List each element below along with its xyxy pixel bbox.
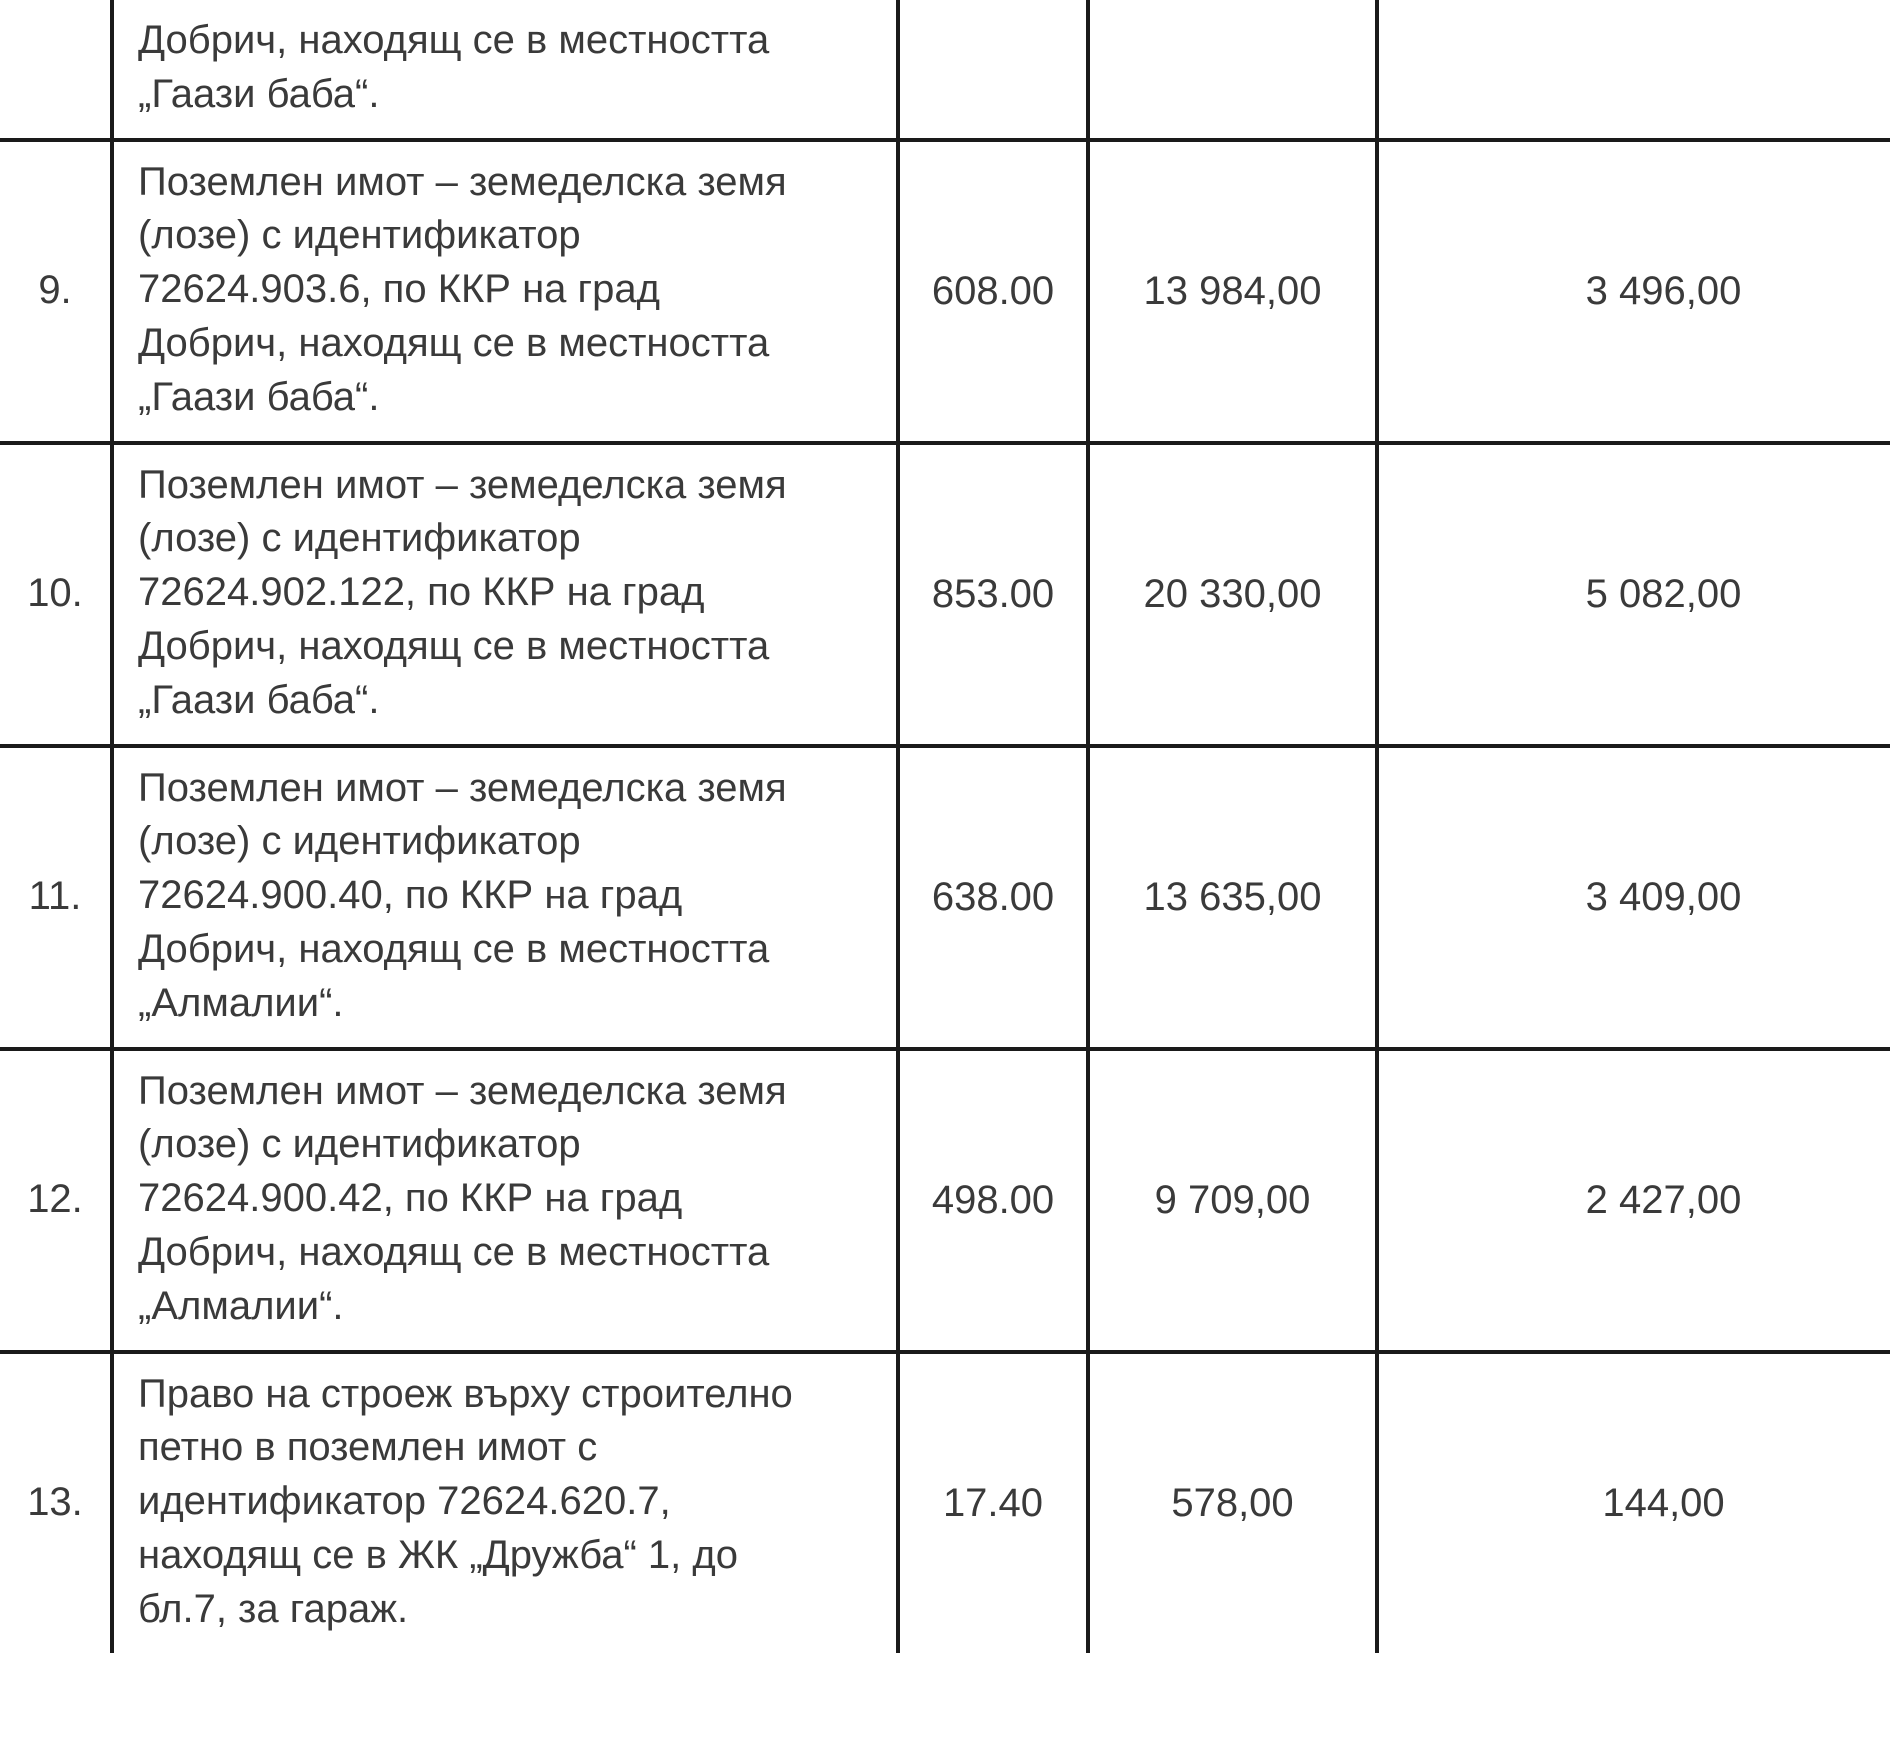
description-line: Добрич, находящ се в местността <box>138 320 770 365</box>
table-row: 10. Поземлен имот – земеделска земя (лозе)… <box>0 440 1890 746</box>
description-line: 72624.903.6, по ККР на град <box>138 267 660 312</box>
description-line: „Гаази баба“. <box>138 677 380 722</box>
value-cell: 20 330,00 <box>1086 440 1377 746</box>
description-line: находящ се в ЖК „Дружба“ 1, до <box>138 1532 738 1577</box>
value-cell: 9 709,00 <box>1086 1046 1377 1352</box>
value-cell: 13 635,00 <box>1086 743 1377 1049</box>
description-line: Добрич, находящ се в местността <box>138 18 770 62</box>
table-body: Добрич, находящ се в местността „Гаази ба… <box>0 0 1890 1653</box>
tax-cell: 144,00 <box>1375 1349 1890 1653</box>
description-line: Право на строеж върху строително <box>138 1371 793 1416</box>
table-row: 12. Поземлен имот – земеделска земя (лозе)… <box>0 1046 1890 1352</box>
property-description-cell: Поземлен имот – земеделска земя (лозе) с … <box>110 1046 898 1352</box>
description-line: 72624.900.42, по ККР на град <box>138 1176 683 1221</box>
property-description-cell: Поземлен имот – земеделска земя (лозе) с … <box>110 440 898 746</box>
tax-cell <box>1375 0 1890 140</box>
description-line: Поземлен имот – земеделска земя <box>138 765 787 810</box>
value-cell: 578,00 <box>1086 1349 1377 1653</box>
description-line: (лозе) с идентификатор <box>138 819 581 864</box>
tax-cell: 3 409,00 <box>1375 743 1890 1049</box>
property-description-cell: Добрич, находящ се в местността „Гаази ба… <box>110 0 898 140</box>
description-line: 72624.902.122, по ККР на град <box>138 570 705 615</box>
property-description-cell: Право на строеж върху строително петно в … <box>110 1349 898 1653</box>
row-number-cell: 9. <box>0 137 112 443</box>
area-cell <box>896 0 1088 140</box>
description-line: (лозе) с идентификатор <box>138 213 581 258</box>
row-number-cell <box>0 0 112 140</box>
row-number-cell: 12. <box>0 1046 112 1352</box>
area-cell: 638.00 <box>896 743 1088 1049</box>
tax-cell: 3 496,00 <box>1375 137 1890 443</box>
table-row: Добрич, находящ се в местността „Гаази ба… <box>0 0 1890 140</box>
value-cell <box>1086 0 1377 140</box>
description-line: Добрич, находящ се в местността <box>138 623 770 668</box>
value-cell: 13 984,00 <box>1086 137 1377 443</box>
description-line: петно в поземлен имот с <box>138 1425 598 1470</box>
tax-cell: 2 427,00 <box>1375 1046 1890 1352</box>
description-line: Поземлен имот – земеделска земя <box>138 1068 787 1113</box>
table-row: 11. Поземлен имот – земеделска земя (лозе)… <box>0 743 1890 1049</box>
row-number-cell: 10. <box>0 440 112 746</box>
area-cell: 853.00 <box>896 440 1088 746</box>
description-line: Добрич, находящ се в местността <box>138 926 770 971</box>
area-cell: 17.40 <box>896 1349 1088 1653</box>
description-line: идентификатор 72624.620.7, <box>138 1479 671 1524</box>
description-line: 72624.900.40, по ККР на град <box>138 873 683 918</box>
description-line: „Алмалии“. <box>138 1283 344 1328</box>
row-number-cell: 13. <box>0 1349 112 1653</box>
area-cell: 498.00 <box>896 1046 1088 1352</box>
property-description-cell: Поземлен имот – земеделска земя (лозе) с … <box>110 137 898 443</box>
table-row: 9. Поземлен имот – земеделска земя (лозе) … <box>0 137 1890 443</box>
description-line: „Гаази баба“. <box>138 374 380 419</box>
property-description-cell: Поземлен имот – земеделска земя (лозе) с … <box>110 743 898 1049</box>
description-line: Поземлен имот – земеделска земя <box>138 462 787 507</box>
description-line: Поземлен имот – земеделска земя <box>138 159 787 204</box>
table-row: 13. Право на строеж върху строително петно… <box>0 1349 1890 1653</box>
tax-cell: 5 082,00 <box>1375 440 1890 746</box>
description-line: „Алмалии“. <box>138 980 344 1025</box>
description-line: (лозе) с идентификатор <box>138 516 581 561</box>
description-line: „Гаази баба“. <box>138 71 380 116</box>
row-number-cell: 11. <box>0 743 112 1049</box>
description-line: (лозе) с идентификатор <box>138 1122 581 1167</box>
description-line: бл.7, за гараж. <box>138 1586 409 1631</box>
area-cell: 608.00 <box>896 137 1088 443</box>
property-table: Добрич, находящ се в местността „Гаази ба… <box>0 0 1890 1653</box>
description-line: Добрич, находящ се в местността <box>138 1229 770 1274</box>
